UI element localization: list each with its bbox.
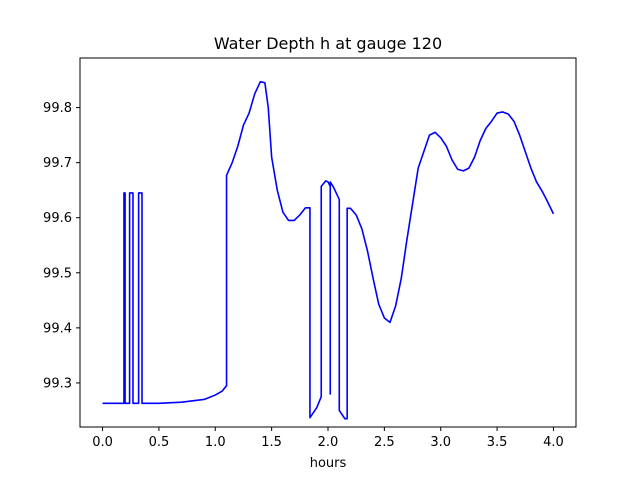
- x-tick-label: 0.5: [149, 435, 170, 450]
- x-axis-label: hours: [310, 456, 347, 471]
- x-tick-label: 2.0: [318, 435, 339, 450]
- x-tick-label: 1.5: [261, 435, 282, 450]
- x-tick-label: 1.0: [205, 435, 226, 450]
- y-axis: 99.3 99.4 99.5 99.6 99.7 99.8: [43, 101, 80, 391]
- x-tick-label: 3.0: [430, 435, 451, 450]
- x-tick-label: 4.0: [543, 435, 564, 450]
- y-tick-label: 99.5: [43, 266, 72, 281]
- y-tick-label: 99.7: [43, 156, 72, 171]
- chart-title: Water Depth h at gauge 120: [214, 34, 442, 53]
- y-tick-label: 99.6: [43, 211, 72, 226]
- series-line: [102, 80, 555, 420]
- plot-area: [102, 80, 555, 420]
- x-tick-label: 2.5: [374, 435, 395, 450]
- y-tick-label: 99.8: [43, 101, 72, 116]
- x-tick-label: 0.0: [92, 435, 113, 450]
- y-tick-label: 99.3: [43, 376, 72, 391]
- x-axis: 0.0 0.5 1.0 1.5 2.0 2.5 3.0 3.5 4.0: [92, 427, 564, 450]
- x-tick-label: 3.5: [487, 435, 508, 450]
- y-tick-label: 99.4: [43, 321, 72, 336]
